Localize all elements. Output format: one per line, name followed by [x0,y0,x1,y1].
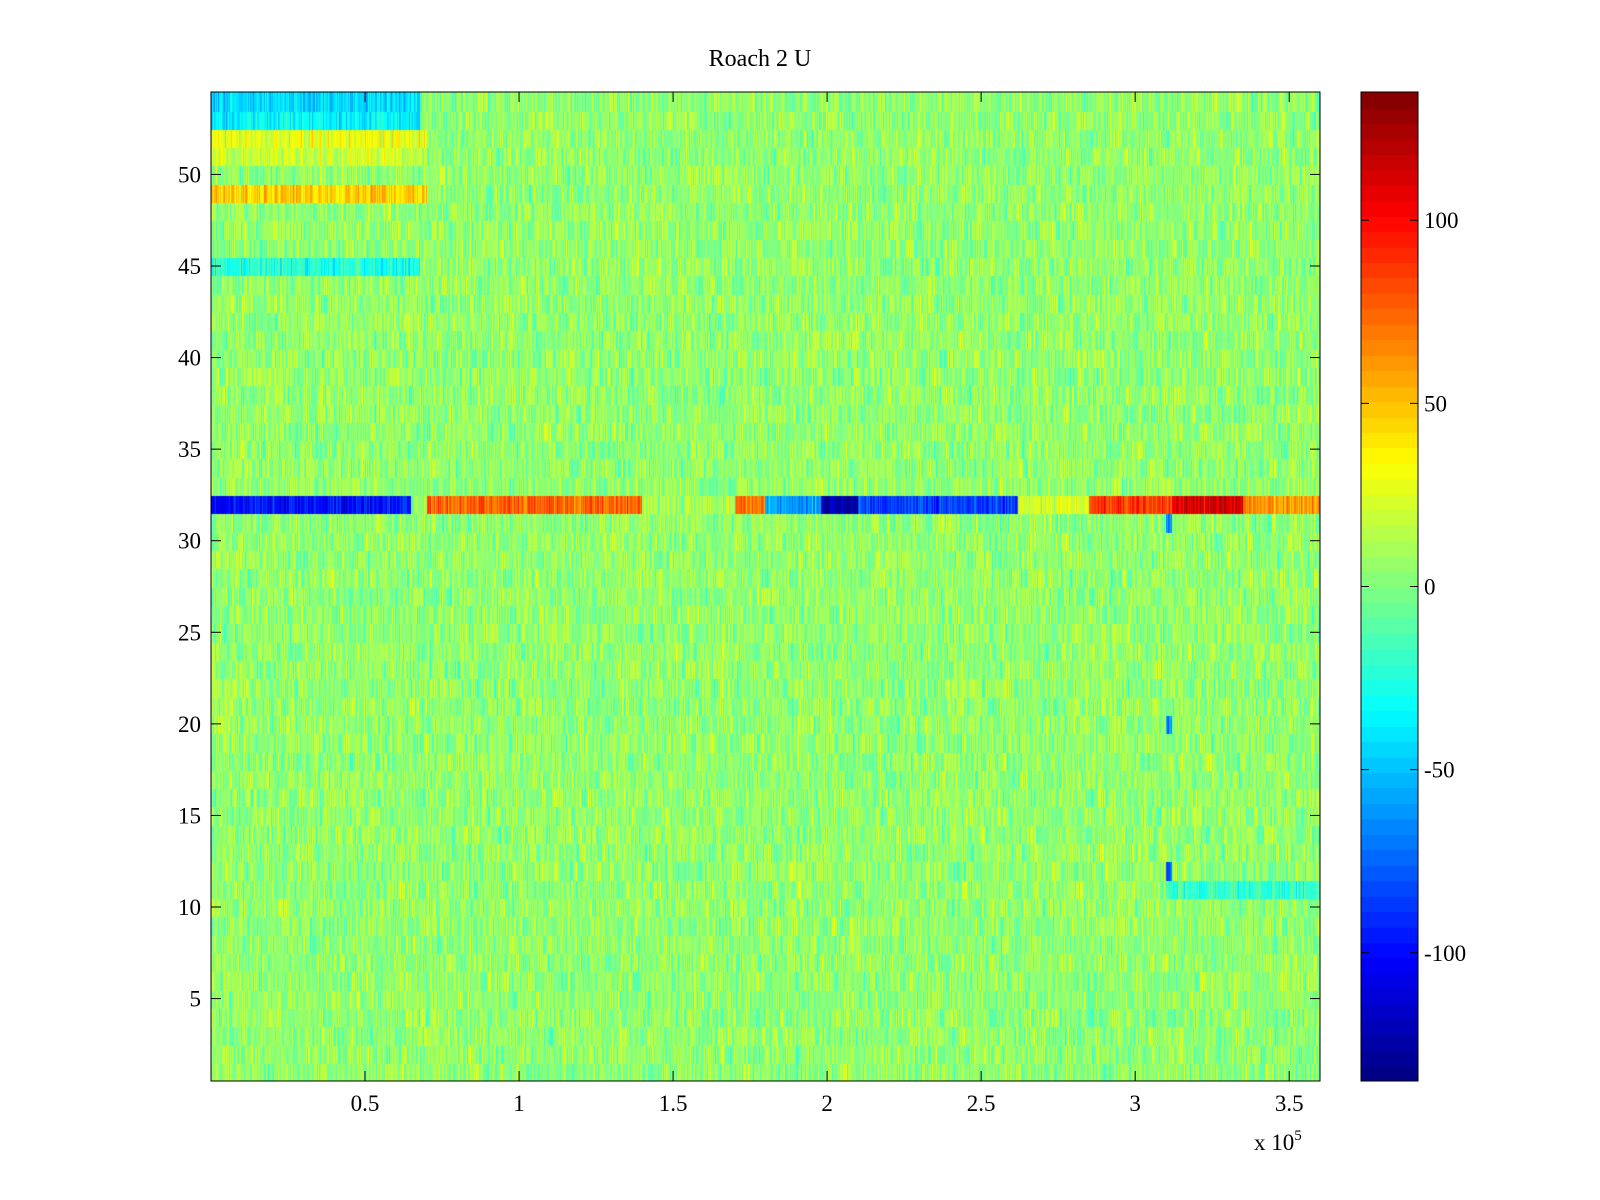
y-tick-label: 45 [178,254,201,279]
colorbar-tick-label: 0 [1424,575,1436,600]
chart-title: Roach 2 U [709,46,812,72]
y-tick-label: 15 [178,803,201,828]
y-tick-label: 50 [178,162,201,187]
colorbar-tick-label: -50 [1424,758,1455,783]
x-tick-label: 3 [1129,1091,1141,1116]
x-axis: 0.5 1 1.5 2 2.5 3 3.5 [351,92,1304,1116]
colorbar-image [1361,92,1418,1081]
heatmap-image [211,92,1320,1081]
plot-frame [210,91,1321,1082]
y-tick-label: 10 [178,895,201,920]
x-multiplier-base: x 10 [1254,1130,1294,1155]
y-tick-label: 35 [178,437,201,462]
y-tick-label: 20 [178,712,201,737]
x-tick-label: 3.5 [1275,1091,1304,1116]
x-multiplier-exponent: 5 [1294,1128,1302,1144]
colorbar-frame [1360,91,1419,1082]
x-tick-label: 1 [513,1091,525,1116]
x-tick-label: 0.5 [351,1091,380,1116]
colorbar-axis: -100 -50 0 50 100 [1361,208,1466,966]
y-tick-label: 40 [178,346,201,371]
x-tick-label: 2 [821,1091,833,1116]
x-tick-label: 1.5 [659,1091,688,1116]
y-tick-label: 25 [178,620,201,645]
colorbar-tick-label: 50 [1424,391,1447,416]
y-tick-label: 30 [178,529,201,554]
x-tick-label: 2.5 [967,1091,996,1116]
colorbar-tick-label: 100 [1424,208,1459,233]
colorbar-tick-label: -100 [1424,941,1466,966]
x-multiplier-label: x 105 [1254,1128,1302,1155]
y-axis: 5 10 15 20 25 30 35 40 45 50 [178,162,1320,1012]
y-tick-label: 5 [190,987,202,1012]
